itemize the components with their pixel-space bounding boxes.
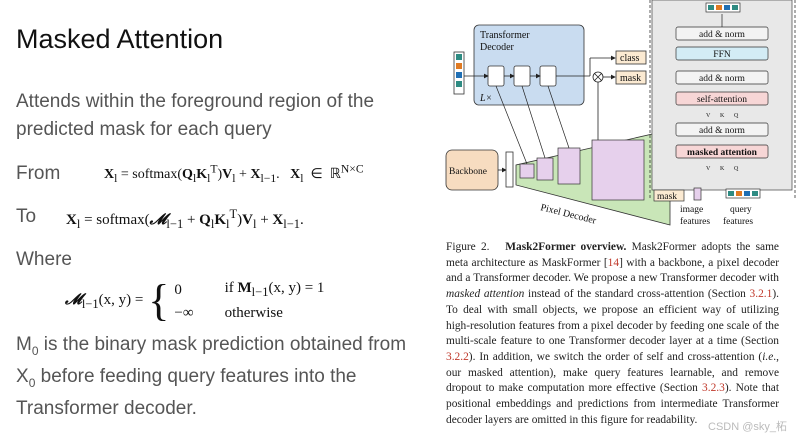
attention-input-k: K [720, 113, 725, 119]
layer-block-3 [675, 70, 769, 85]
layer-block-2 [675, 46, 769, 61]
conclusion-text: M0 is the binary mask prediction obtaine… [16, 334, 407, 419]
pixel-decoder-label: Pixel Decoder [539, 202, 598, 227]
layer-block-label-3: add & norm [699, 74, 746, 84]
caption-text-segment: ). In addition, we switch the order of s… [468, 350, 763, 363]
layer-block-label-2: FFN [713, 50, 731, 60]
watermark-text: CSDN @sky_柘 [708, 421, 788, 433]
feature-map-2 [536, 157, 554, 181]
attention-input-q: Q [734, 166, 739, 172]
caption-reference-link[interactable]: 3.2.1 [749, 288, 773, 301]
case1-condition: if Ml−1(x, y) = 1 [224, 280, 325, 300]
layer-block-5 [675, 122, 769, 137]
caption-text-segment: ., our masked attention), make query fea… [446, 350, 779, 395]
output-query-stack [705, 2, 741, 13]
query-features-label-1: query [730, 205, 752, 215]
caption-reference-link[interactable]: 14 [607, 256, 620, 269]
case1-value: 0 [174, 281, 182, 298]
input-mask-label: mask [657, 192, 677, 202]
decoder-title-2: Decoder [480, 42, 515, 53]
decoder-title-1: Transformer [480, 30, 530, 41]
image-features-label-2: features [680, 216, 710, 227]
equation-from: Xl = softmax(QlKlT)Vl + Xl−1. Xl ∈ ℝN×C [104, 162, 364, 184]
decoder-layer-2 [513, 65, 531, 87]
equation-to: Xl = softmax(𝓜l−1 + QlKlT)Vl + Xl−1. [66, 207, 304, 232]
layer-block-label-5: add & norm [699, 126, 746, 136]
intro-text: Attends within the foreground region of … [16, 91, 375, 140]
caption-text-segment: masked attention [446, 288, 525, 301]
layer-block-6 [675, 144, 769, 159]
attention-input-v: V [706, 166, 711, 172]
caption-text-segment: ). To deal with small objects, we propos… [446, 288, 779, 348]
caption-reference-link[interactable]: 3.2.3 [702, 382, 725, 395]
feature-map-4 [591, 139, 645, 201]
feature-map-1 [519, 163, 535, 179]
caption-text-segment: ] with a backbone, a pixel decoder and a… [446, 256, 780, 285]
layer-block-4 [675, 91, 769, 106]
feature-map-3 [557, 147, 581, 185]
caption-text-segment: i.e [762, 350, 774, 363]
query-stack [453, 51, 465, 95]
architecture-diagram: Transformer Decoder L× class mask Backbo… [445, 0, 796, 227]
caption-body: Mask2Former adopts the same meta archite… [446, 241, 779, 426]
image-features-icon [693, 187, 702, 201]
from-label: From [16, 163, 61, 184]
to-label: To [16, 206, 37, 227]
query-features-stack [725, 188, 761, 199]
case2-condition: otherwise [224, 304, 283, 321]
equation-where-lhs: 𝓜l−1(x, y) = [65, 291, 144, 311]
equation-from-text: Xl = softmax(QlKlT)Vl + Xl−1. Xl ∈ ℝN×C [104, 162, 364, 185]
case2-value: −∞ [174, 304, 194, 321]
mask-output-box [615, 70, 647, 85]
figure-caption: Figure 2. Mask2Former overview. Mask2For… [446, 240, 779, 428]
caption-text-segment: Mask2Former adopts the same meta archite… [446, 241, 779, 269]
caption-reference-link[interactable]: 3.2.2 [446, 350, 469, 363]
equation-to-text: Xl = softmax(𝓜l−1 + QlKlT)Vl + Xl−1. [66, 207, 304, 231]
image-features-label-1: image [680, 205, 703, 215]
class-label: class [620, 53, 640, 64]
brace-icon: { [148, 276, 170, 325]
backbone-label: Backbone [449, 167, 487, 177]
slide-title: Masked Attention [16, 24, 224, 54]
caption-figure-label: Figure 2. Mask2Former overview. [446, 241, 627, 253]
layers-label: L× [479, 93, 492, 104]
layer-block-label-4: self-attention [697, 94, 747, 105]
decoder-layer-3 [539, 65, 557, 87]
attention-input-k: K [720, 166, 725, 172]
attention-input-q: Q [734, 113, 739, 119]
feature-stub [505, 151, 514, 188]
attention-input-v: V [706, 113, 711, 119]
caption-text-segment: ). Note that positional embeddings and p… [446, 382, 779, 426]
query-features-label-2: features [723, 216, 753, 227]
mask-label: mask [620, 73, 641, 84]
layer-block-label-6: masked attention [687, 148, 758, 158]
input-mask-box [653, 189, 685, 202]
equation-where: 𝓜l−1(x, y) = { 0 if Ml−1(x, y) = 1 −∞ ot… [64, 278, 325, 324]
caption-title: Mask2Former overview. [505, 241, 627, 253]
caption-text-segment: instead of the standard cross-attention … [524, 288, 750, 301]
layer-block-label-1: add & norm [699, 30, 746, 40]
decoder-layer-1 [487, 65, 505, 87]
where-label: Where [16, 249, 72, 270]
class-output-box [615, 50, 647, 65]
